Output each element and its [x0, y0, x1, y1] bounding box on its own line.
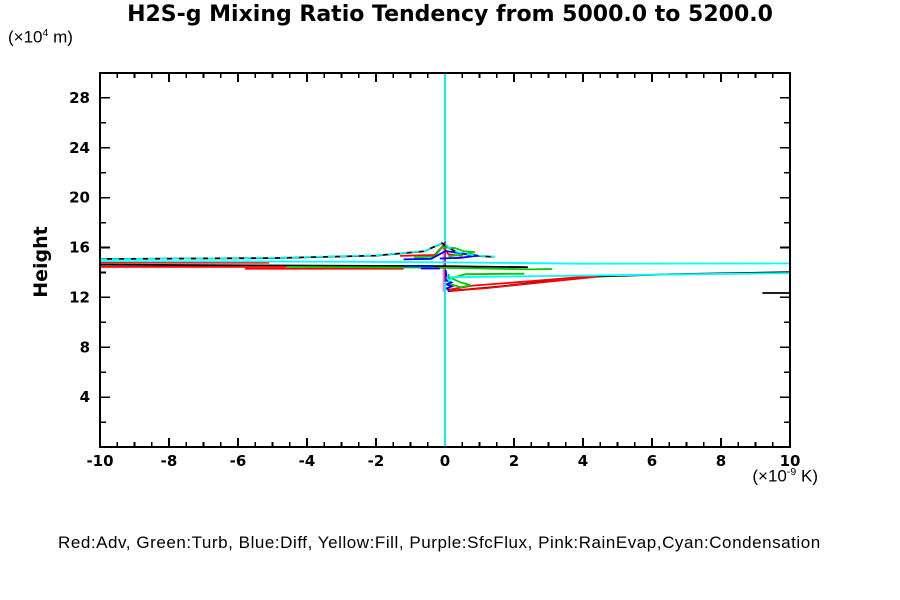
series-Turb-path	[447, 272, 525, 289]
y-tick-label: 20	[69, 189, 90, 207]
series-Condensation-path	[450, 272, 790, 279]
x-tick-label: -2	[368, 452, 385, 470]
color-legend: Red:Adv, Green:Turb, Blue:Diff, Yellow:F…	[58, 533, 821, 552]
y-axis-title: Height	[30, 226, 52, 298]
x-axis-unit-label: (×10-9 K)	[752, 466, 818, 487]
y-axis-unit-label: (×104 m)	[8, 27, 73, 48]
x-tick-label: 10	[780, 452, 801, 470]
series-Condensation-path	[100, 260, 790, 265]
y-tick-label: 24	[69, 139, 90, 157]
x-tick-label: 2	[509, 452, 519, 470]
series-Condensation-path	[445, 276, 452, 283]
x-tick-label: 8	[716, 452, 726, 470]
x-tick-label: 0	[440, 452, 450, 470]
chart-title: H2S-g Mixing Ratio Tendency from 5000.0 …	[127, 2, 773, 27]
plot-frame	[99, 72, 791, 448]
y-tick-label: 12	[69, 288, 90, 306]
y-tick-label: 8	[80, 338, 90, 356]
x-unit-exponent: -9	[786, 466, 797, 478]
curves	[100, 73, 790, 447]
x-tick-label: 6	[647, 452, 657, 470]
series-black-unlabeled-total-path	[100, 263, 528, 269]
y-tick-label: 16	[69, 239, 90, 257]
x-tick-label: -6	[230, 452, 247, 470]
series-Condensation-path	[100, 241, 496, 261]
y-tick-label: 28	[69, 89, 90, 107]
y-unit-exponent: 4	[42, 27, 49, 39]
y-unit-base: (×10	[8, 27, 43, 47]
x-unit-rest: K)	[796, 466, 818, 486]
x-tick-label: -8	[161, 452, 178, 470]
series-Turb-path	[286, 266, 553, 271]
series-Adv-path	[447, 275, 597, 292]
series-Diff-path	[443, 269, 455, 292]
x-tick-label: -4	[299, 452, 316, 470]
series-Diff-path	[403, 250, 478, 261]
x-unit-base: (×10	[752, 466, 787, 486]
y-unit-rest: m)	[48, 27, 73, 47]
x-tick-label: 4	[578, 452, 588, 470]
x-tick-label: -10	[86, 452, 113, 470]
y-tick-label: 4	[80, 388, 90, 406]
